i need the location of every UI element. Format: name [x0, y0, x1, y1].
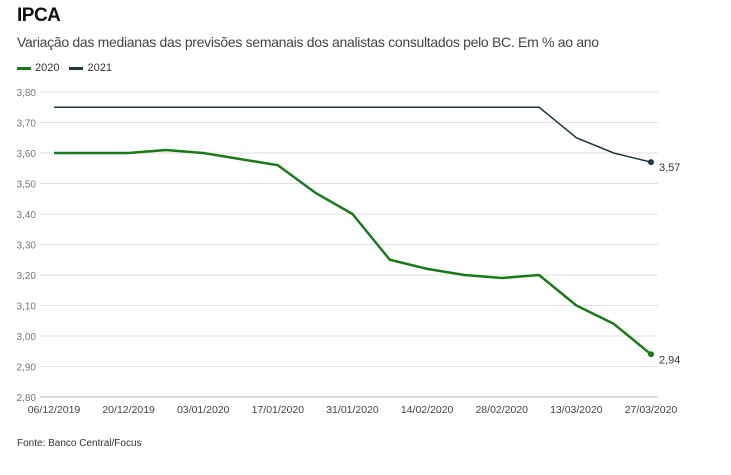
x-tick-label: 06/12/2019: [28, 404, 81, 416]
x-tick-label: 28/02/2020: [475, 404, 528, 416]
y-tick-label: 2,80: [17, 393, 37, 404]
chart-title: IPCA: [17, 5, 61, 26]
data-point-2020: [648, 351, 654, 358]
y-tick-label: 3,80: [17, 88, 37, 99]
y-tick-label: 3,10: [17, 302, 37, 313]
y-tick-label: 3,70: [17, 119, 37, 130]
legend-swatch-2020: [17, 66, 31, 70]
chart-subtitle: Variação das medianas das previsões sema…: [17, 34, 599, 50]
x-tick-label: 20/12/2019: [102, 404, 155, 416]
legend-swatch-2021: [69, 66, 84, 70]
series-line-2020: [54, 148, 652, 356]
data-point-2021: [648, 159, 654, 166]
series-line-2021: [54, 106, 652, 163]
y-tick-label: 2,90: [17, 363, 37, 374]
x-tick-label: 13/03/2020: [550, 404, 603, 416]
y-tick-label: 3,60: [17, 149, 37, 160]
end-label-2021: 3,57: [659, 162, 680, 174]
end-label-2020: 2,94: [659, 354, 680, 366]
legend-label-2020: 2020: [35, 62, 60, 74]
legend: 2020 2021: [17, 62, 112, 74]
legend-item-2021: 2021: [69, 62, 112, 74]
legend-label-2021: 2021: [87, 62, 112, 74]
x-tick-label: 27/03/2020: [625, 404, 678, 416]
y-tick-label: 3,30: [17, 241, 37, 252]
source-note: Fonte: Banco Central/Focus: [17, 438, 142, 449]
x-tick-label: 31/01/2020: [326, 404, 379, 416]
y-tick-label: 3,40: [17, 210, 37, 221]
y-tick-label: 3,50: [17, 180, 37, 191]
x-tick-label: 03/01/2020: [177, 404, 230, 416]
x-tick-label: 14/02/2020: [401, 404, 454, 416]
y-tick-label: 3,20: [17, 271, 37, 282]
y-tick-label: 3,00: [17, 332, 37, 343]
x-tick-label: 17/01/2020: [252, 404, 305, 416]
legend-item-2020: 2020: [17, 62, 59, 74]
